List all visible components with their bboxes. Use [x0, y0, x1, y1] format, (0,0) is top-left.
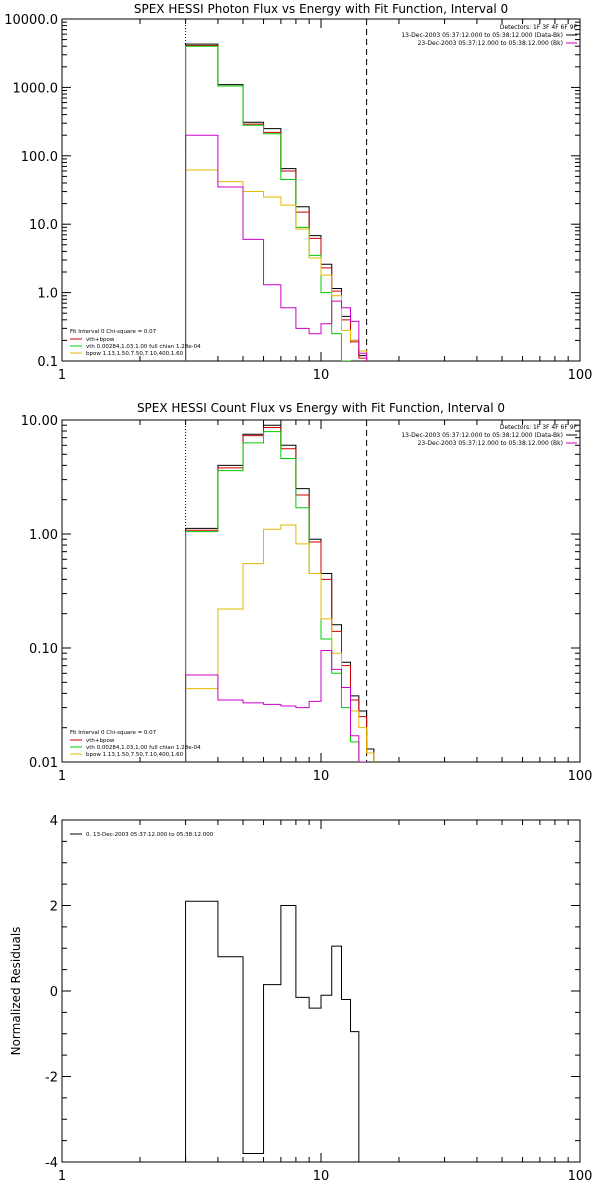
- photon-flux-thick-series: [185, 134, 368, 361]
- residuals-y-tick-label: -2: [45, 1071, 58, 1086]
- photon-flux-x-tick-label: 1: [58, 368, 66, 383]
- count-flux-detectors-label: Detectors: 1F 3F 4F 6F 9F: [500, 424, 578, 431]
- photon-flux-top-legend: Detectors: 1F 3F 4F 6F 9F 13-Dec-2003 05…: [401, 24, 577, 47]
- count-flux-y-tick-label: 0.10: [29, 642, 58, 657]
- photon-flux-energy-range-lines: [185, 19, 368, 361]
- residuals-x-tick-label: 100: [568, 1169, 593, 1184]
- residuals-x-tick-labels: 1 10 100: [58, 1169, 593, 1184]
- photon-flux-panel: SPEX HESSI Photon Flux vs Energy with Fi…: [4, 2, 593, 383]
- photon-flux-x-tick-label: 100: [568, 368, 593, 383]
- photon-flux-y-tick-label: 1.0: [37, 287, 58, 302]
- photon-flux-legend-bk: 23-Dec-2003 05:37:12.000 to 05:38:12.000…: [418, 40, 563, 47]
- photon-flux-ticks: [61, 18, 581, 362]
- count-flux-total-series: [185, 424, 375, 762]
- residuals-y-axis-label: Normalized Residuals: [9, 927, 23, 1056]
- residuals-y-tick-labels: -4 -2 0 2 4: [45, 814, 58, 1171]
- count-flux-legend-data-bk: 13-Dec-2003 05:37:12.000 to 05:38:12.000…: [401, 432, 563, 439]
- residuals-total-series: [185, 900, 360, 1162]
- count-flux-x-tick-label: 10: [313, 769, 330, 784]
- count-flux-fit-header: Fit Interval 0 Chi-square = 0.07: [70, 730, 157, 736]
- photon-flux-x-tick-labels: 1 10 100: [58, 368, 593, 383]
- count-flux-thick-series: [185, 650, 375, 762]
- residuals-plot-frame: [61, 819, 581, 1163]
- count-flux-fit-legend-bpow: bpow 1.13,1.50,7.50,7.10,400,1.60: [86, 752, 184, 758]
- photon-flux-fit-legend: Fit Interval 0 Chi-square = 0.07 vth+bpo…: [70, 329, 201, 357]
- residuals-panel: Normalized Residuals -4 -2 0 2 4 1 10 100 0. 1…: [9, 814, 592, 1184]
- residuals-legend: 0. 13-Dec-2003 05:37:12.000 to 05:38:12.…: [70, 832, 214, 838]
- photon-flux-vth-series: [185, 45, 368, 361]
- photon-flux-y-tick-label: 0.1: [37, 355, 58, 370]
- count-flux-top-legend: Detectors: 1F 3F 4F 6F 9F 13-Dec-2003 05…: [401, 424, 577, 447]
- count-flux-y-tick-label: 1.00: [29, 528, 58, 543]
- photon-flux-fit_total-series: [185, 44, 368, 361]
- photon-flux-total-series: [185, 43, 368, 361]
- photon-flux-series: [185, 43, 368, 361]
- count-flux-title: SPEX HESSI Count Flux vs Energy with Fit…: [137, 401, 505, 415]
- residuals-series: [185, 900, 360, 1162]
- count-flux-legend-bk: 23-Dec-2003 05:37:12.000 to 05:38:12.000…: [418, 440, 563, 447]
- photon-flux-bpow-series: [185, 169, 368, 361]
- count-flux-x-tick-label: 100: [568, 769, 593, 784]
- count-flux-fit-legend: Fit Interval 0 Chi-square = 0.07 vth+bpo…: [70, 730, 201, 758]
- count-flux-energy-range-lines: [185, 420, 368, 762]
- count-flux-vth-series: [185, 431, 375, 762]
- residuals-x-tick-label: 1: [58, 1169, 66, 1184]
- count-flux-panel: SPEX HESSI Count Flux vs Energy with Fit…: [21, 401, 593, 784]
- count-flux-fit-legend-vth: vth 0.00284,1.03,1.00 full chian 1.28e-0…: [86, 745, 201, 751]
- photon-flux-fit-legend-bpow: bpow 1.13,1.50,7.50,7.10,400,1.60: [86, 351, 184, 357]
- photon-flux-x-tick-label: 10: [313, 368, 330, 383]
- photon-flux-detectors-label: Detectors: 1F 3F 4F 6F 9F: [500, 24, 578, 31]
- count-flux-x-tick-label: 1: [58, 769, 66, 784]
- count-flux-fit-legend-total: vth+bpow: [86, 738, 115, 744]
- count-flux-y-tick-labels: 0.01 0.10 1.00 10.00: [21, 414, 58, 771]
- count-flux-ticks: [61, 419, 581, 763]
- photon-flux-fit-legend-vth: vth 0.00284,1.03,1.00 full chian 1.28e-0…: [86, 344, 201, 350]
- count-flux-y-tick-label: 0.01: [29, 756, 58, 771]
- residuals-y-tick-label: 4: [50, 814, 58, 829]
- photon-flux-y-tick-label: 10000.0: [4, 13, 58, 28]
- photon-flux-fit-legend-total: vth+bpow: [86, 337, 115, 343]
- photon-flux-title: SPEX HESSI Photon Flux vs Energy with Fi…: [134, 2, 508, 16]
- photon-flux-y-tick-label: 100.0: [21, 150, 58, 165]
- count-flux-x-tick-labels: 1 10 100: [58, 769, 593, 784]
- photon-flux-y-tick-label: 1000.0: [13, 81, 59, 96]
- residuals-y-tick-label: -4: [45, 1156, 58, 1171]
- residuals-legend-text: 0. 13-Dec-2003 05:37:12.000 to 05:38:12.…: [86, 832, 214, 838]
- residuals-ticks: [61, 819, 581, 1163]
- residuals-y-tick-label: 2: [50, 900, 58, 915]
- residuals-y-tick-label: 0: [50, 985, 58, 1000]
- count-flux-y-tick-label: 10.00: [21, 414, 58, 429]
- photon-flux-y-tick-labels: 0.1 1.0 10.0 100.0 1000.0 10000.0: [4, 13, 58, 370]
- photon-flux-y-tick-label: 10.0: [29, 218, 58, 233]
- count-flux-fit_total-series: [185, 426, 375, 762]
- count-flux-bpow-series: [185, 524, 375, 762]
- photon-flux-plot-frame: [61, 18, 581, 362]
- count-flux-series: [185, 424, 375, 762]
- residuals-x-tick-label: 10: [313, 1169, 330, 1184]
- photon-flux-fit-header: Fit Interval 0 Chi-square = 0.07: [70, 329, 157, 335]
- photon-flux-legend-data-bk: 13-Dec-2003 05:37:12.000 to 05:38:12.000…: [401, 32, 563, 39]
